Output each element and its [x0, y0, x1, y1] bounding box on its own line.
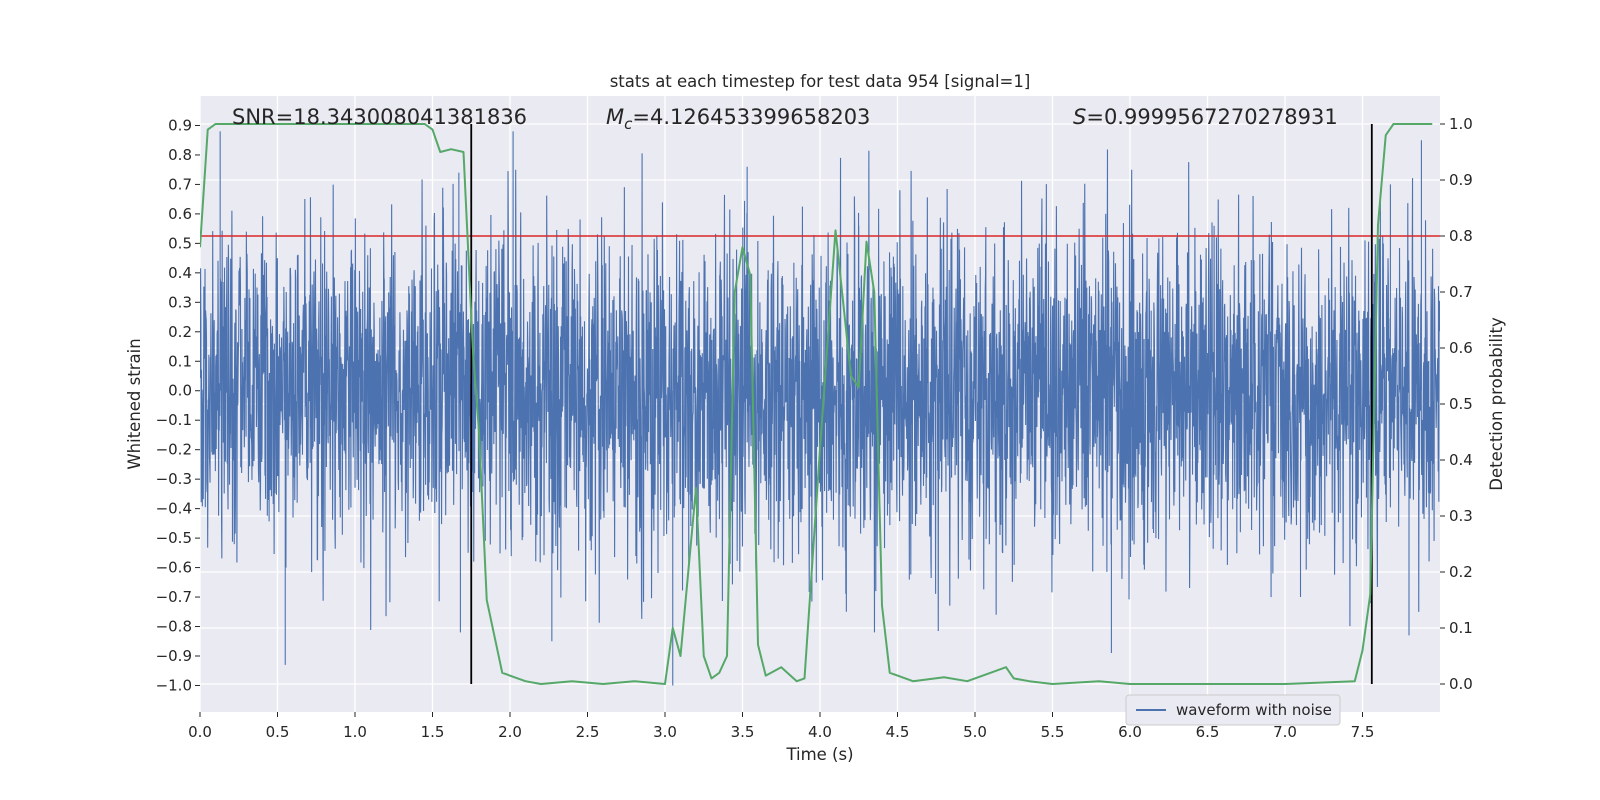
mc-value: =4.126453399658203 [632, 105, 870, 129]
x-tick-label: 4.5 [886, 723, 910, 741]
legend: waveform with noise [1125, 694, 1341, 726]
x-tick-label: 6.0 [1118, 723, 1142, 741]
y2-tick-label: 0.0 [1449, 675, 1473, 693]
y-tick-label: −0.9 [156, 647, 192, 665]
y-tick-label: −0.1 [156, 411, 192, 429]
x-axis-label: Time (s) [785, 745, 853, 764]
x-axis-ticks: 0.0 0.5 1.0 1.5 2.0 2.5 3.0 3.5 4.0 4.5 5.0 5.5 6.0 6… [188, 712, 1374, 741]
y2-tick-label: 0.7 [1449, 283, 1473, 301]
x-tick-label: 7.5 [1351, 723, 1375, 741]
x-tick-label: 3.0 [653, 723, 677, 741]
y-axis-label: Whitened strain [125, 338, 144, 469]
y2-tick-label: 0.1 [1449, 619, 1473, 637]
y-tick-label: −1.0 [156, 676, 192, 694]
y-tick-label: 0.1 [168, 352, 192, 370]
waveform-series [200, 131, 1440, 686]
legend-box [1125, 694, 1341, 726]
y-tick-label: 0.7 [168, 175, 192, 193]
legend-entry-waveform: waveform with noise [1176, 701, 1332, 719]
y2-tick-label: 0.5 [1449, 395, 1473, 413]
y2-tick-label: 0.4 [1449, 451, 1473, 469]
y-tick-label: 0.8 [168, 146, 192, 164]
probability-series [200, 123, 1433, 685]
probability-line [200, 123, 1433, 685]
y2-axis-label: Detection probability [1487, 317, 1506, 491]
y-tick-label: −0.6 [156, 559, 192, 577]
x-tick-label: 1.0 [343, 723, 367, 741]
chirp-mass-annotation: Mc=4.126453399658203 [606, 105, 870, 133]
y-tick-label: 0.4 [168, 264, 192, 282]
signal-bounds [470, 124, 1373, 684]
y-tick-label: −0.7 [156, 588, 192, 606]
x-tick-label: 1.5 [421, 723, 445, 741]
mc-symbol: M [606, 105, 624, 129]
x-tick-label: 6.5 [1196, 723, 1220, 741]
x-tick-label: 5.0 [963, 723, 987, 741]
y2-tick-label: 0.3 [1449, 507, 1473, 525]
y-tick-label: 0.2 [168, 323, 192, 341]
y2-axis-ticks: 0.0 0.1 0.2 0.3 0.4 0.5 0.6 0.7 0.8 0.9 1.0 [1440, 115, 1473, 693]
x-tick-label: 0.5 [266, 723, 290, 741]
y-axis-ticks: −1.0 −0.9 −0.8 −0.7 −0.6 −0.5 −0.4 −0.3 −0.2 −0.1… [156, 116, 200, 694]
x-tick-label: 7.0 [1273, 723, 1297, 741]
y-tick-label: −0.8 [156, 618, 192, 636]
snr-annotation: SNR=18.343008041381836 [232, 105, 527, 129]
y-tick-label: −0.3 [156, 470, 192, 488]
score-annotation: S=0.9999567270278931 [1073, 105, 1338, 129]
x-tick-label: 3.5 [731, 723, 755, 741]
y2-tick-label: 0.6 [1449, 339, 1473, 357]
s-value: =0.9999567270278931 [1086, 105, 1337, 129]
y-tick-label: 0.5 [168, 234, 192, 252]
x-tick-label: 2.0 [498, 723, 522, 741]
y-tick-label: 0.3 [168, 293, 192, 311]
y-tick-label: −0.4 [156, 500, 192, 518]
y-tick-label: 0.0 [168, 382, 192, 400]
chart-title: stats at each timestep for test data 954… [610, 72, 1031, 91]
y2-tick-label: 1.0 [1449, 115, 1473, 133]
x-tick-label: 4.0 [808, 723, 832, 741]
y2-tick-label: 0.2 [1449, 563, 1473, 581]
x-tick-label: 5.5 [1041, 723, 1065, 741]
y-tick-label: 0.9 [168, 116, 192, 134]
mc-subscript: c [624, 115, 633, 133]
y-tick-label: −0.5 [156, 529, 192, 547]
y-tick-label: 0.6 [168, 205, 192, 223]
y2-tick-label: 0.9 [1449, 171, 1473, 189]
waveform-line [200, 131, 1440, 686]
x-tick-label: 0.0 [188, 723, 212, 741]
y2-tick-label: 0.8 [1449, 227, 1473, 245]
x-tick-label: 2.5 [576, 723, 600, 741]
y-tick-label: −0.2 [156, 441, 192, 459]
s-symbol: S [1073, 105, 1086, 129]
